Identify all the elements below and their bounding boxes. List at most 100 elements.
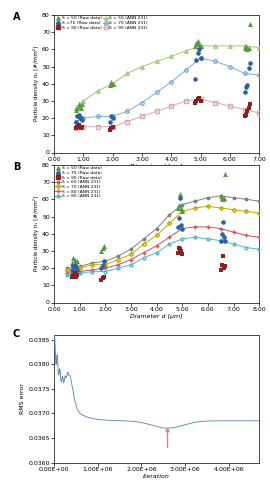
Point: [242, 44, 247, 52]
Point: [178, 190, 182, 198]
Point: [72, 270, 77, 278]
Point: [245, 46, 250, 54]
Legend: S = 50 (Raw data), S =75 (Raw data), S = 90 (Raw data), S = 50 (ANN 231), S = 75: S = 50 (Raw data), S =75 (Raw data), S =…: [55, 16, 148, 30]
Point: [75, 122, 80, 130]
Point: [180, 250, 184, 258]
Point: [223, 236, 228, 244]
Point: [247, 104, 251, 112]
Point: [220, 230, 224, 238]
Point: [195, 95, 200, 103]
Point: [71, 254, 76, 262]
Point: [198, 54, 203, 62]
Point: [220, 260, 224, 268]
Point: [219, 236, 223, 244]
Point: [195, 49, 200, 57]
Point: [100, 244, 105, 252]
Point: [245, 82, 250, 90]
Point: [176, 248, 180, 256]
Y-axis label: RMS error: RMS error: [21, 384, 25, 414]
Point: [79, 124, 83, 132]
Legend: S = 50 (Raw data), S = 75 (Raw data), S = 90 (Raw data), S = 60 (ANN 231), S = 7: S = 50 (Raw data), S = 75 (Raw data), S …: [55, 166, 102, 199]
Point: [178, 247, 183, 255]
Point: [244, 83, 248, 91]
Point: [107, 82, 112, 90]
Point: [178, 221, 183, 229]
Point: [71, 271, 76, 279]
Point: [242, 88, 247, 96]
Point: [78, 122, 82, 130]
Point: [180, 224, 184, 232]
Point: [80, 116, 84, 124]
Point: [70, 259, 75, 267]
Point: [180, 208, 184, 216]
Point: [178, 245, 182, 253]
Point: [222, 194, 227, 202]
Point: [110, 80, 115, 88]
Point: [71, 262, 76, 270]
Point: [198, 97, 203, 105]
Point: [109, 112, 113, 120]
Point: [195, 37, 200, 45]
Point: [244, 110, 248, 118]
Text: B: B: [13, 162, 20, 172]
Point: [110, 114, 115, 122]
Point: [74, 124, 79, 132]
Point: [102, 272, 106, 280]
Point: [194, 56, 198, 64]
Point: [99, 247, 104, 255]
Point: [194, 38, 198, 46]
Point: [223, 262, 228, 270]
Point: [248, 20, 252, 28]
Point: [244, 42, 248, 50]
Point: [76, 121, 81, 129]
X-axis label: Diameter d [μm]: Diameter d [μm]: [130, 164, 183, 170]
Point: [107, 118, 112, 126]
Point: [176, 204, 180, 212]
Point: [100, 274, 105, 282]
Point: [102, 242, 106, 250]
Point: [75, 266, 79, 274]
Point: [177, 214, 181, 222]
Point: [220, 194, 224, 202]
Point: [197, 40, 201, 48]
Point: [197, 94, 201, 102]
Point: [75, 104, 80, 112]
Y-axis label: Particle density nₛ [#/mm²]: Particle density nₛ [#/mm²]: [33, 46, 39, 122]
Point: [72, 256, 77, 264]
Point: [107, 126, 112, 134]
Point: [193, 74, 197, 82]
Y-axis label: Particle density nₛ [#/mm²]: Particle density nₛ [#/mm²]: [33, 196, 39, 272]
Point: [75, 257, 79, 265]
Point: [72, 260, 77, 268]
X-axis label: Diameter d [μm]: Diameter d [μm]: [130, 314, 183, 320]
Point: [194, 97, 198, 105]
Point: [247, 64, 251, 72]
Point: [73, 260, 78, 268]
Point: [73, 264, 78, 272]
Point: [248, 59, 252, 67]
Point: [70, 266, 75, 274]
Point: [78, 114, 82, 122]
Point: [245, 108, 250, 116]
Point: [79, 114, 83, 122]
Point: [76, 110, 81, 118]
Point: [176, 223, 180, 231]
Point: [75, 112, 80, 120]
Point: [198, 42, 203, 50]
Point: [74, 106, 79, 114]
Point: [99, 276, 104, 284]
Point: [247, 44, 251, 52]
Point: [248, 100, 252, 108]
Point: [178, 204, 183, 212]
Point: [193, 42, 197, 50]
Text: C: C: [13, 328, 20, 338]
Point: [222, 233, 227, 241]
Point: [223, 170, 228, 177]
Point: [100, 260, 105, 268]
Point: [219, 192, 223, 200]
Point: [74, 118, 79, 126]
Point: [70, 272, 75, 280]
Point: [221, 252, 225, 260]
Point: [109, 124, 113, 132]
Point: [221, 218, 225, 226]
